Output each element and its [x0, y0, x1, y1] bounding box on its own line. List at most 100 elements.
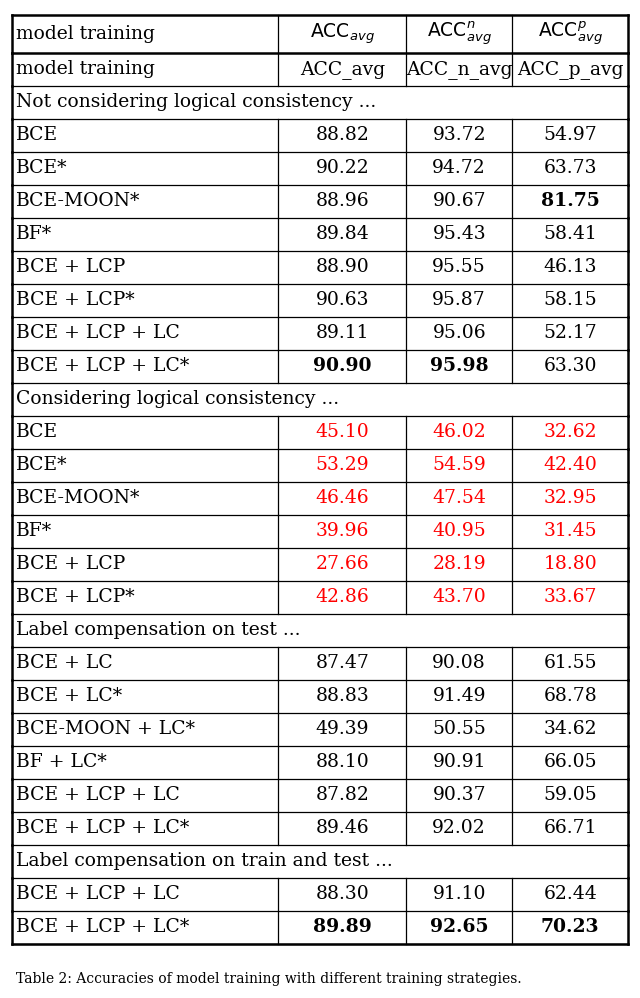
- Text: BCE + LC*: BCE + LC*: [15, 688, 122, 706]
- Text: 89.84: 89.84: [316, 226, 369, 244]
- Text: 88.82: 88.82: [316, 127, 369, 145]
- Text: 54.97: 54.97: [543, 127, 597, 145]
- Text: ACC_avg: ACC_avg: [300, 60, 385, 79]
- Text: 66.05: 66.05: [543, 753, 597, 771]
- Text: 46.02: 46.02: [433, 423, 486, 441]
- Text: 54.59: 54.59: [433, 456, 486, 474]
- Text: Table 2: Accuracies of model training with different training strategies.: Table 2: Accuracies of model training wi…: [15, 972, 521, 986]
- Text: Considering logical consistency ...: Considering logical consistency ...: [15, 390, 339, 408]
- Text: 90.08: 90.08: [433, 655, 486, 673]
- Text: 46.13: 46.13: [543, 258, 597, 276]
- Text: 81.75: 81.75: [541, 193, 600, 211]
- Text: BCE + LCP: BCE + LCP: [15, 258, 125, 276]
- Text: 90.37: 90.37: [433, 786, 486, 804]
- Text: 49.39: 49.39: [316, 721, 369, 739]
- Text: $\mathrm{ACC}^{n}_{avg}$: $\mathrm{ACC}^{n}_{avg}$: [427, 20, 492, 48]
- Text: BF*: BF*: [15, 522, 52, 541]
- Text: 63.73: 63.73: [543, 160, 597, 178]
- Text: 87.47: 87.47: [316, 655, 369, 673]
- Text: BCE-MOON*: BCE-MOON*: [15, 193, 140, 211]
- Text: BCE + LCP*: BCE + LCP*: [15, 589, 134, 607]
- Text: 62.44: 62.44: [543, 885, 597, 903]
- Text: 46.46: 46.46: [316, 489, 369, 507]
- Text: BCE-MOON*: BCE-MOON*: [15, 489, 140, 507]
- Text: 90.90: 90.90: [313, 357, 372, 375]
- Text: 58.15: 58.15: [543, 291, 597, 309]
- Text: 32.95: 32.95: [543, 489, 597, 507]
- Text: 39.96: 39.96: [316, 522, 369, 541]
- Text: BCE*: BCE*: [15, 456, 67, 474]
- Text: 50.55: 50.55: [432, 721, 486, 739]
- Text: Label compensation on test ...: Label compensation on test ...: [15, 622, 300, 640]
- Text: 88.30: 88.30: [316, 885, 369, 903]
- Text: 70.23: 70.23: [541, 918, 600, 936]
- Text: 45.10: 45.10: [316, 423, 369, 441]
- Text: BCE + LCP + LC: BCE + LCP + LC: [15, 786, 179, 804]
- Text: 88.90: 88.90: [316, 258, 369, 276]
- Text: 68.78: 68.78: [543, 688, 597, 706]
- Text: 88.96: 88.96: [316, 193, 369, 211]
- Text: 31.45: 31.45: [543, 522, 597, 541]
- Text: 88.83: 88.83: [316, 688, 369, 706]
- Text: BCE + LCP*: BCE + LCP*: [15, 291, 134, 309]
- Text: BCE + LCP + LC*: BCE + LCP + LC*: [15, 918, 189, 936]
- Text: 63.30: 63.30: [543, 357, 597, 375]
- Text: 90.67: 90.67: [433, 193, 486, 211]
- Text: model training: model training: [15, 25, 154, 43]
- Text: BCE*: BCE*: [15, 160, 67, 178]
- Text: $\mathrm{ACC}_{avg}$: $\mathrm{ACC}_{avg}$: [310, 22, 375, 46]
- Text: 94.72: 94.72: [433, 160, 486, 178]
- Text: Not considering logical consistency ...: Not considering logical consistency ...: [15, 94, 376, 112]
- Text: 95.87: 95.87: [433, 291, 486, 309]
- Text: 90.22: 90.22: [316, 160, 369, 178]
- Text: BCE + LC: BCE + LC: [15, 655, 112, 673]
- Text: 43.70: 43.70: [433, 589, 486, 607]
- Text: 90.91: 90.91: [433, 753, 486, 771]
- Text: BCE + LCP + LC*: BCE + LCP + LC*: [15, 357, 189, 375]
- Text: 91.49: 91.49: [433, 688, 486, 706]
- Text: 61.55: 61.55: [543, 655, 597, 673]
- Text: BF*: BF*: [15, 226, 52, 244]
- Text: 32.62: 32.62: [543, 423, 597, 441]
- Text: 95.43: 95.43: [433, 226, 486, 244]
- Text: BCE: BCE: [15, 127, 58, 145]
- Text: 95.98: 95.98: [430, 357, 488, 375]
- Text: 92.65: 92.65: [430, 918, 488, 936]
- Text: 34.62: 34.62: [543, 721, 597, 739]
- Text: 40.95: 40.95: [433, 522, 486, 541]
- Text: 33.67: 33.67: [543, 589, 597, 607]
- Text: 89.46: 89.46: [316, 819, 369, 837]
- Text: BCE-MOON + LC*: BCE-MOON + LC*: [15, 721, 195, 739]
- Text: BF + LC*: BF + LC*: [15, 753, 106, 771]
- Text: BCE + LCP + LC*: BCE + LCP + LC*: [15, 819, 189, 837]
- Text: 18.80: 18.80: [543, 556, 597, 574]
- Text: BCE + LCP + LC: BCE + LCP + LC: [15, 885, 179, 903]
- Text: ACC_p_avg: ACC_p_avg: [517, 60, 623, 79]
- Text: BCE + LCP + LC: BCE + LCP + LC: [15, 324, 179, 342]
- Text: 90.63: 90.63: [316, 291, 369, 309]
- Text: 92.02: 92.02: [433, 819, 486, 837]
- Text: 53.29: 53.29: [316, 456, 369, 474]
- Text: 27.66: 27.66: [316, 556, 369, 574]
- Text: Label compensation on train and test ...: Label compensation on train and test ...: [15, 852, 392, 870]
- Text: 42.86: 42.86: [316, 589, 369, 607]
- Text: 87.82: 87.82: [316, 786, 369, 804]
- Text: 88.10: 88.10: [316, 753, 369, 771]
- Text: 95.55: 95.55: [433, 258, 486, 276]
- Text: model training: model training: [15, 61, 154, 79]
- Text: 28.19: 28.19: [433, 556, 486, 574]
- Text: 58.41: 58.41: [543, 226, 597, 244]
- Text: 59.05: 59.05: [543, 786, 597, 804]
- Text: 89.11: 89.11: [316, 324, 369, 342]
- Text: BCE + LCP: BCE + LCP: [15, 556, 125, 574]
- Text: 66.71: 66.71: [543, 819, 597, 837]
- Text: 47.54: 47.54: [432, 489, 486, 507]
- Text: 91.10: 91.10: [433, 885, 486, 903]
- Text: $\mathrm{ACC}^{p}_{avg}$: $\mathrm{ACC}^{p}_{avg}$: [538, 20, 603, 48]
- Text: 42.40: 42.40: [543, 456, 597, 474]
- Text: 93.72: 93.72: [433, 127, 486, 145]
- Text: 89.89: 89.89: [313, 918, 372, 936]
- Text: ACC_n_avg: ACC_n_avg: [406, 60, 513, 79]
- Text: 95.06: 95.06: [433, 324, 486, 342]
- Text: 52.17: 52.17: [543, 324, 597, 342]
